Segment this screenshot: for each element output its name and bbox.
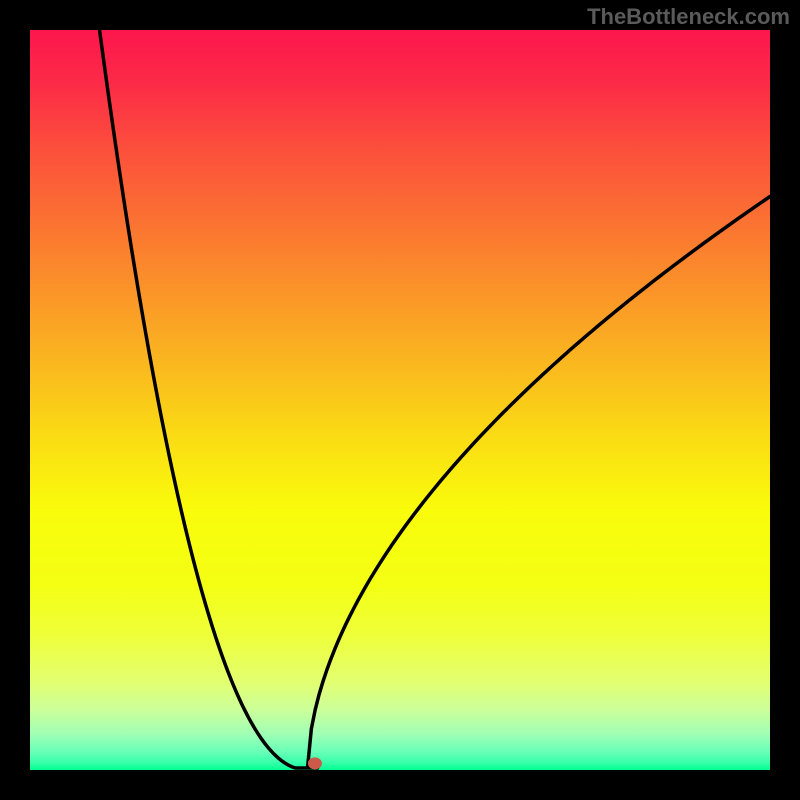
watermark-text: TheBottleneck.com — [587, 4, 790, 30]
minimum-marker — [308, 757, 322, 769]
chart-container: TheBottleneck.com — [0, 0, 800, 800]
plot-gradient-area — [30, 30, 770, 770]
bottleneck-chart — [0, 0, 800, 800]
